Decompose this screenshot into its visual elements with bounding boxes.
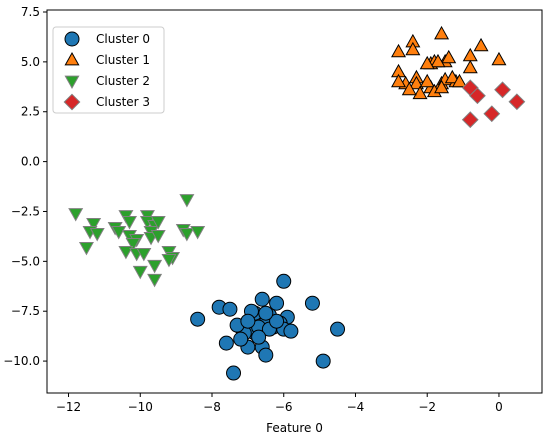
data-point (315, 353, 331, 369)
data-point (412, 85, 428, 100)
data-point (451, 73, 468, 88)
data-point (233, 331, 249, 347)
data-point (89, 228, 105, 242)
data-point (419, 55, 435, 70)
y-tick-label: −7.5 (11, 304, 40, 318)
data-point (132, 265, 148, 280)
data-point (226, 365, 242, 381)
data-point (508, 93, 526, 111)
data-point (150, 230, 166, 244)
data-point (434, 25, 450, 40)
x-tick-label: −4 (347, 400, 365, 414)
y-tick-label: 0.0 (21, 155, 40, 169)
data-point (190, 226, 206, 240)
x-tick-label: −8 (203, 400, 221, 414)
legend-box (52, 26, 165, 114)
data-point (444, 69, 460, 84)
data-point (258, 305, 274, 321)
data-point (111, 226, 127, 240)
y-tick-label: −10.0 (3, 354, 40, 368)
data-point (391, 73, 407, 88)
data-point (408, 75, 424, 90)
data-point (136, 247, 152, 262)
series-cluster-0 (190, 273, 346, 381)
data-point (430, 53, 446, 68)
y-tick-label: 2.5 (21, 105, 40, 119)
data-point (150, 216, 166, 230)
data-point (78, 241, 94, 256)
legend-entry-label: Cluster 0 (96, 32, 150, 46)
legend-entry-label: Cluster 1 (96, 53, 150, 67)
y-tick-label: 5.0 (21, 55, 40, 69)
data-point (218, 335, 234, 351)
plot-frame (46, 9, 543, 394)
data-point (86, 218, 102, 232)
data-point (68, 208, 84, 222)
x-tick-label: −2 (418, 400, 436, 414)
data-point (269, 295, 285, 311)
legend: Cluster 0 Cluster 1 Cluster 2 Cluster 3 (52, 26, 165, 114)
data-point (419, 73, 435, 88)
data-point (222, 301, 238, 317)
data-point (118, 245, 134, 260)
y-tick-label: −5.0 (11, 254, 40, 268)
data-point (434, 79, 450, 94)
series-cluster-2 (68, 194, 206, 288)
data-point (269, 313, 285, 329)
legend-marker (63, 93, 81, 111)
legend-entry-label: Cluster 2 (96, 74, 150, 88)
data-point (494, 81, 511, 99)
data-point (330, 321, 346, 337)
data-point (147, 259, 163, 274)
legend-marker (64, 75, 80, 90)
data-point (401, 81, 417, 96)
x-tick-label: −10 (128, 400, 153, 414)
data-point (461, 111, 479, 129)
data-point (258, 347, 274, 363)
legend-marker (64, 31, 80, 47)
data-point (473, 37, 489, 52)
x-tick-label: −12 (56, 400, 81, 414)
legend-entry-label: Cluster 3 (96, 95, 150, 109)
data-point (179, 194, 195, 208)
data-point (251, 329, 267, 345)
data-point (304, 295, 320, 311)
x-tick-label: 0 (495, 400, 503, 414)
data-point (391, 43, 407, 58)
data-point (405, 41, 421, 56)
series-cluster-1 (391, 25, 507, 100)
series-cluster-3 (461, 79, 526, 129)
x-axis-label: Feature 0 (266, 421, 323, 435)
y-tick-label: −2.5 (11, 204, 40, 218)
data-point (491, 51, 507, 66)
y-tick-label: 7.5 (21, 5, 40, 19)
data-point (179, 228, 195, 242)
data-point (147, 273, 163, 288)
data-point (240, 313, 256, 329)
data-points (68, 25, 526, 381)
data-point (121, 216, 138, 230)
legend-marker (64, 51, 80, 66)
axes: −12 −10 −8 −6 −4 −2 0 −10.0 −7.5 −5.0 −2.5 0.0 2.5 5.… (3, 5, 503, 414)
data-point (441, 49, 457, 64)
x-tick-label: −6 (275, 400, 293, 414)
data-point (254, 291, 270, 307)
data-point (161, 253, 177, 268)
data-point (276, 273, 292, 289)
data-point (462, 59, 478, 74)
data-point (125, 237, 141, 252)
data-point (483, 105, 501, 123)
data-point (283, 323, 299, 339)
data-point (190, 311, 206, 327)
data-point (469, 87, 486, 105)
